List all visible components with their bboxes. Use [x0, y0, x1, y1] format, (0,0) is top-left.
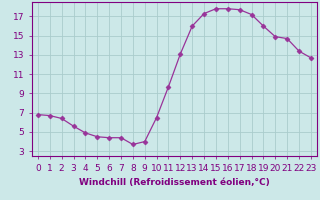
X-axis label: Windchill (Refroidissement éolien,°C): Windchill (Refroidissement éolien,°C) [79, 178, 270, 187]
